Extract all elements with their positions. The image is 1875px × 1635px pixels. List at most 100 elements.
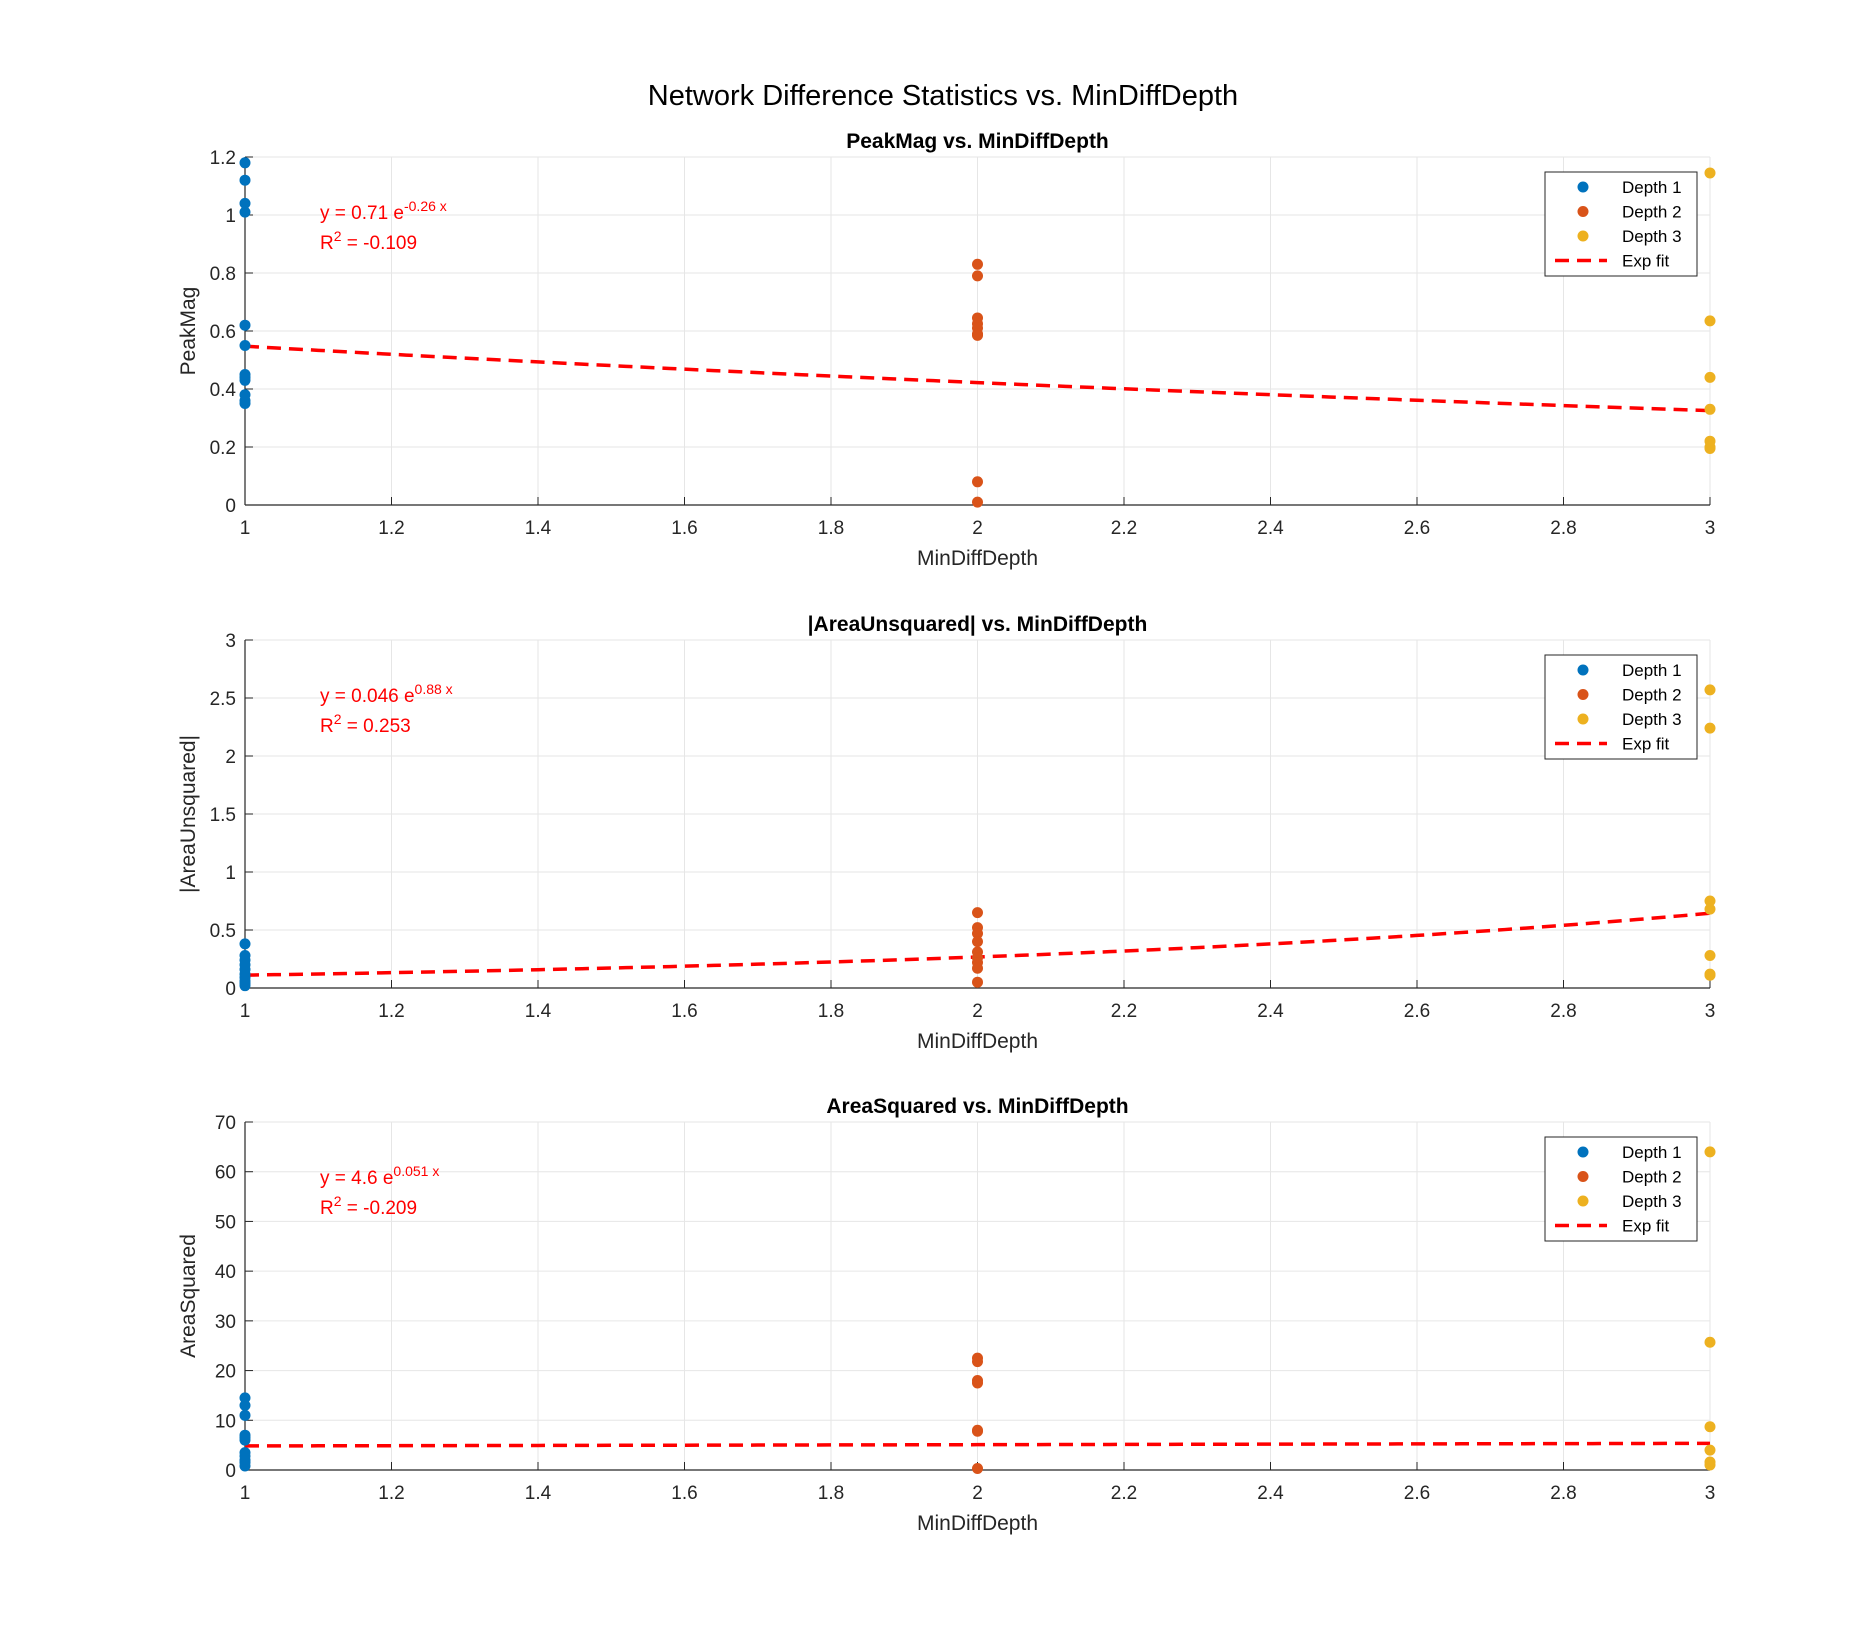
data-point-depth-2 — [972, 1356, 983, 1368]
y-tick-label: 3 — [225, 631, 236, 652]
x-tick-label: 2.4 — [1257, 1483, 1284, 1504]
r-squared-value: = -0.109 — [342, 233, 418, 254]
exp-fit-line — [244, 1441, 1711, 1448]
data-point-depth-1 — [239, 980, 251, 992]
x-tick-label: 1.8 — [818, 518, 844, 539]
fit-equation: y = 4.6 e0.051 x — [320, 1163, 439, 1189]
r-squared-label: R — [320, 716, 334, 737]
legend-label-depth-2: Depth 2 — [1622, 203, 1682, 222]
x-tick-label: 2.2 — [1111, 1483, 1137, 1504]
x-tick-label: 1.6 — [671, 1483, 697, 1504]
r-squared-superscript: 2 — [334, 1193, 342, 1209]
data-point-depth-3 — [1704, 167, 1716, 179]
y-tick-label: 0.2 — [210, 438, 236, 459]
data-point-depth-2 — [972, 329, 983, 341]
x-tick-label: 2.6 — [1404, 1483, 1430, 1504]
data-point-depth-2 — [972, 962, 983, 974]
x-axis-label: MinDiffDepth — [917, 547, 1038, 570]
r-squared-label: R — [320, 233, 334, 254]
data-point-depth-2 — [972, 496, 983, 508]
fit-equation-exponent: 0.88 x — [415, 681, 453, 697]
fit-equation-text: y = 0.046 e — [320, 686, 415, 707]
fit-equation-exponent: 0.051 x — [393, 1163, 439, 1179]
data-point-depth-2 — [972, 1377, 983, 1389]
legend-box — [1544, 171, 1698, 277]
legend-label-depth-3: Depth 3 — [1622, 710, 1682, 729]
legend-label-depth-3: Depth 3 — [1622, 1192, 1682, 1211]
x-tick-label: 2.8 — [1550, 1001, 1576, 1022]
subplots-container: 1 1.2 1.4 1.6 1.8 2 2.2 2.4 2.6 2.8 300.20.40.60.8… — [177, 130, 1716, 1535]
x-tick-label: 1 — [240, 1483, 251, 1504]
legend-marker-depth-3 — [1577, 1195, 1589, 1207]
legend-label-fit: Exp fit — [1622, 252, 1670, 271]
x-axis-label: MinDiffDepth — [917, 1512, 1038, 1535]
fit-r-squared: R2 = -0.109 — [320, 228, 417, 254]
data-point-depth-2 — [972, 936, 983, 948]
data-point-depth-1 — [239, 374, 251, 386]
data-point-depth-3 — [1704, 403, 1716, 415]
subplot-title: AreaSquared vs. MinDiffDepth — [826, 1095, 1128, 1118]
x-tick-label: 1.2 — [378, 518, 404, 539]
legend-marker-depth-3 — [1577, 713, 1589, 725]
y-tick-label: 40 — [215, 1262, 236, 1283]
data-point-depth-3 — [1704, 950, 1716, 962]
y-tick-label: 50 — [215, 1212, 236, 1233]
subplot-1: 1 1.2 1.4 1.6 1.8 2 2.2 2.4 2.6 2.8 3 0 0.2 0.4 0.6 0.8… — [177, 130, 1716, 570]
fit-r-squared: R2 = -0.209 — [320, 1193, 417, 1219]
legend-marker-depth-2 — [1577, 689, 1589, 700]
x-tick-label: 1 — [240, 518, 251, 539]
y-tick-label: 2 — [225, 747, 236, 768]
data-point-depth-1 — [239, 1460, 251, 1472]
y-tick-label: 20 — [215, 1362, 236, 1383]
y-tick-label: 1 — [225, 206, 236, 227]
y-tick-label: 0 — [225, 496, 236, 517]
x-tick-label: 1.6 — [671, 518, 697, 539]
legend: Depth 1 Depth 2 Depth 3 Exp fit — [1544, 171, 1698, 277]
data-point-depth-1 — [239, 1409, 251, 1421]
r-squared-label: R — [320, 1198, 334, 1219]
data-point-depth-3 — [1704, 722, 1716, 734]
y-tick-label: 1.5 — [210, 805, 236, 826]
x-tick-label: 2 — [972, 1001, 983, 1022]
data-point-depth-2 — [972, 1463, 983, 1475]
x-tick-label: 2.6 — [1404, 1001, 1430, 1022]
data-point-depth-1 — [239, 398, 251, 409]
x-tick-label: 1.8 — [818, 1001, 844, 1022]
y-tick-label: 60 — [215, 1163, 236, 1184]
subplot-title: |AreaUnsquared| vs. MinDiffDepth — [808, 613, 1148, 636]
legend-marker-depth-3 — [1577, 230, 1589, 242]
data-point-depth-1 — [239, 1399, 251, 1411]
data-point-depth-1 — [239, 174, 251, 186]
fit-equation-exponent: -0.26 x — [404, 198, 447, 214]
figure-title: Network Difference Statistics vs. MinDif… — [648, 80, 1238, 112]
r-squared-value: = -0.209 — [342, 1198, 418, 1219]
x-tick-label: 1 — [240, 1001, 251, 1022]
fit-r-squared: R2 = 0.253 — [320, 711, 411, 737]
x-tick-label: 2 — [972, 1483, 983, 1504]
legend-label-depth-1: Depth 1 — [1622, 661, 1682, 680]
data-point-depth-1 — [239, 340, 251, 351]
x-tick-label: 2.6 — [1404, 518, 1430, 539]
y-tick-label: 0 — [225, 979, 236, 1000]
x-axis-label: MinDiffDepth — [917, 1030, 1038, 1053]
x-tick-label: 1.4 — [525, 1001, 552, 1022]
data-point-depth-2 — [972, 258, 983, 270]
data-point-depth-1 — [239, 319, 251, 331]
data-point-depth-3 — [1704, 442, 1716, 454]
fit-equation-text: y = 0.71 e — [320, 203, 404, 224]
y-tick-label: 70 — [215, 1113, 236, 1134]
data-point-depth-3 — [1704, 1336, 1716, 1348]
x-tick-label: 1.8 — [818, 1483, 844, 1504]
y-tick-label: 0.8 — [210, 264, 236, 285]
x-tick-label: 1.6 — [671, 1001, 697, 1022]
r-squared-superscript: 2 — [334, 228, 342, 244]
y-tick-label: 0.4 — [210, 380, 237, 401]
exp-fit-line — [244, 344, 1711, 413]
legend-marker-depth-2 — [1577, 1171, 1589, 1182]
x-tick-label: 1.4 — [525, 1483, 552, 1504]
y-axis-label: PeakMag — [177, 287, 200, 376]
data-point-depth-3 — [1704, 895, 1716, 907]
legend-marker-depth-1 — [1577, 664, 1589, 676]
legend-box — [1544, 654, 1698, 760]
